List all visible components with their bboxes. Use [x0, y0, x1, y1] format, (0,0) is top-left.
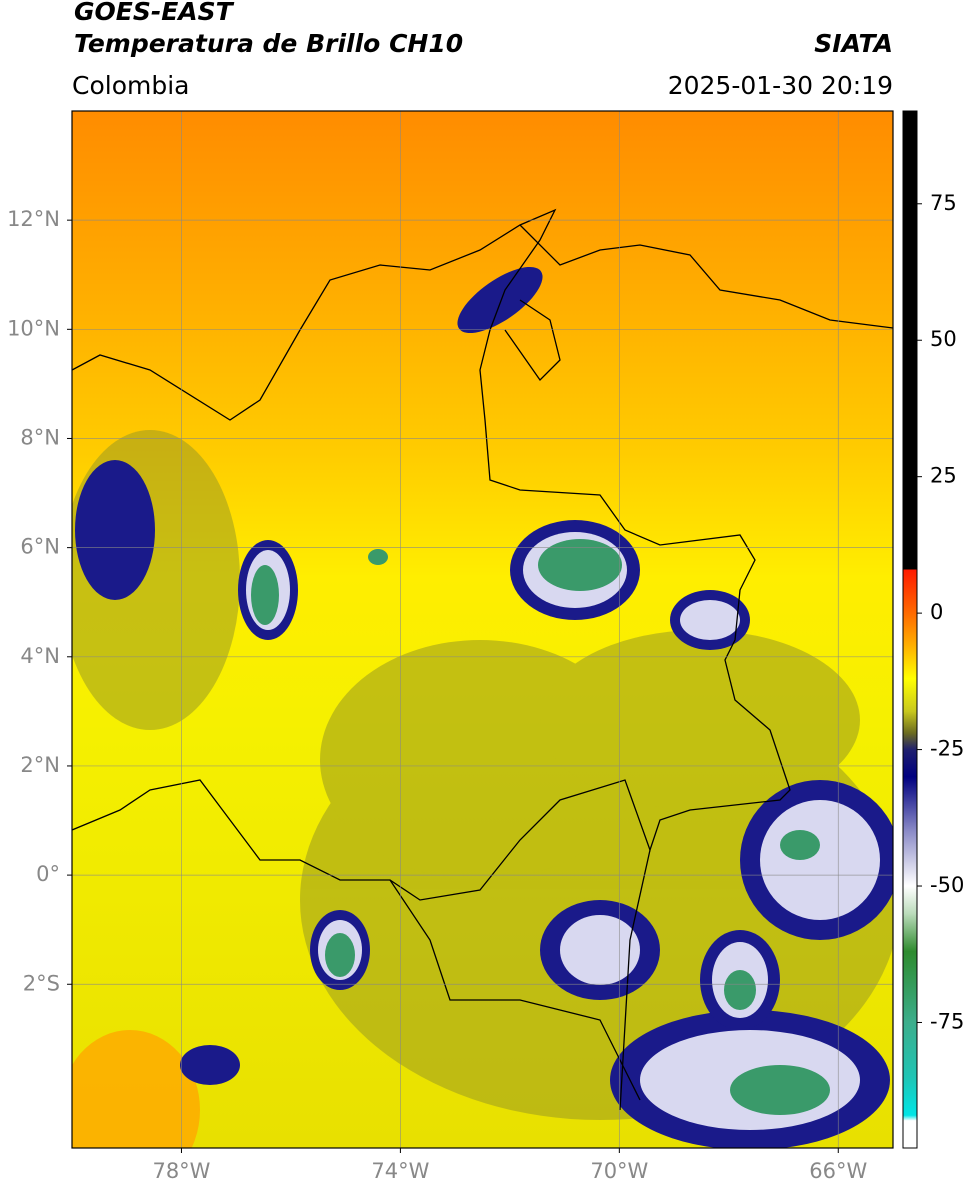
map — [72, 111, 893, 1148]
colorbar-tick-label: 50 — [930, 327, 957, 351]
x-tick-label: 74°W — [371, 1159, 429, 1183]
y-tick-label: 12°N — [7, 207, 60, 231]
borders — [72, 208, 893, 1111]
subtitle: Temperatura de Brillo CH10 — [74, 29, 463, 58]
y-tick-label: 2°N — [20, 753, 60, 777]
y-tick-label: 2°S — [23, 971, 60, 995]
warm-area — [72, 1030, 200, 1148]
y-tick-label: 10°N — [7, 316, 60, 340]
y-tick-label: 6°N — [20, 535, 60, 559]
x-tick-label: 66°W — [809, 1159, 867, 1183]
region: Colombia — [72, 71, 189, 100]
grid — [72, 111, 893, 1148]
title: GOES-EAST — [74, 0, 235, 26]
colorbar-tick-label: -25 — [930, 737, 964, 761]
x-tick-label: 70°W — [590, 1159, 648, 1183]
y-tick-label: 4°N — [20, 644, 60, 668]
x-tick-label: 78°W — [152, 1159, 210, 1183]
colorbar-tick-label: 75 — [930, 191, 957, 215]
colorbar-tick-label: -50 — [930, 873, 964, 897]
source: SIATA — [814, 29, 893, 58]
datetime: 2025-01-30 20:19 — [668, 71, 893, 100]
colorbar-tick-label: -75 — [930, 1009, 964, 1033]
colorbar-tick-label: 25 — [930, 464, 957, 488]
y-tick-label: 8°N — [20, 425, 60, 449]
map-frame — [71, 110, 894, 1149]
colorbar — [902, 110, 918, 1149]
clouds — [75, 266, 893, 1148]
y-tick-label: 0° — [36, 862, 60, 886]
colorbar-tick-label: 0 — [930, 600, 943, 624]
